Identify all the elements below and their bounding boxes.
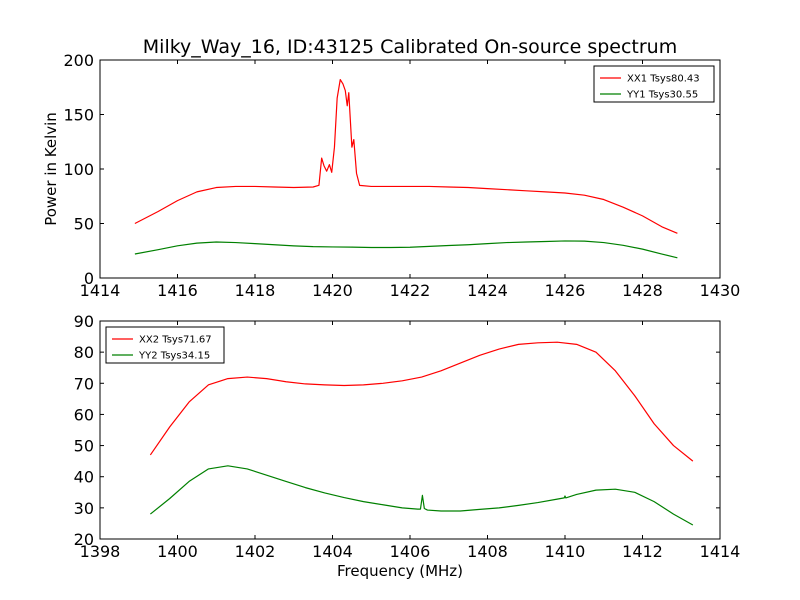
x-tick-label: 1408 [467,542,508,561]
y-tick-label: 80 [74,343,94,362]
legend-label: YY2 Tsys34.15 [138,351,210,362]
x-tick-label: 1414 [80,281,121,300]
x-tick-label: 1428 [622,281,663,300]
y-tick-label: 70 [74,374,94,393]
y-axis-label: Power in Kelvin [42,112,60,226]
y-tick-label: 0 [84,269,94,288]
legend: XX2 Tsys71.67 YY2 Tsys34.15 [105,326,225,364]
x-tick-label: 1422 [390,281,431,300]
series-line-xx1-tsys80-43 [134,79,678,234]
x-tick-label: 1404 [312,542,353,561]
x-tick-label: 1406 [390,542,431,561]
y-tick-label: 60 [74,405,94,424]
y-tick-label: 50 [74,215,94,234]
y-tick-label: 150 [63,106,94,125]
legend: XX1 Tsys80.43 YY1 Tsys30.55 [593,65,715,103]
y-tick-label: 50 [74,437,94,456]
legend-label: YY1 Tsys30.55 [626,90,698,101]
figure-title: Milky_Way_16, ID:43125 Calibrated On-sou… [143,36,677,58]
y-tick-label: 200 [63,51,94,70]
y-tick-label: 20 [74,530,94,549]
x-axis-label: Frequency (MHz) [337,562,463,580]
x-tick-label: 1412 [622,542,663,561]
x-tick-label: 1414 [700,542,741,561]
x-tick-label: 1426 [545,281,586,300]
x-tick-label: 1416 [157,281,198,300]
series-line-yy1-tsys30-55 [134,240,678,259]
y-tick-label: 40 [74,468,94,487]
x-tick-label: 1398 [80,542,121,561]
x-tick-label: 1424 [467,281,508,300]
bottom-axes-calibrated-spectrum-2: 1398 1400 1402 1404 1406 1408 1410 1412 1414 20 30… [74,312,741,580]
y-tick-label: 30 [74,499,94,518]
y-tick-label: 100 [63,160,94,179]
x-tick-label: 1420 [312,281,353,300]
x-tick-label: 1430 [700,281,741,300]
legend-label: XX1 Tsys80.43 [627,74,700,85]
series-line-xx2-tsys71-67 [149,341,694,462]
legend-box [105,326,225,364]
legend-box [593,65,715,103]
top-axes-calibrated-spectrum-1: 1414 1416 1418 1420 1422 1424 1426 1428 1430 0 50 1… [42,51,740,300]
x-tick-label: 1410 [545,542,586,561]
x-tick-label: 1400 [157,542,198,561]
legend-label: XX2 Tsys71.67 [139,335,212,346]
x-tick-label: 1418 [235,281,276,300]
series-line-yy2-tsys34-15 [149,465,694,526]
x-tick-label: 1402 [235,542,276,561]
y-tick-label: 90 [74,312,94,331]
